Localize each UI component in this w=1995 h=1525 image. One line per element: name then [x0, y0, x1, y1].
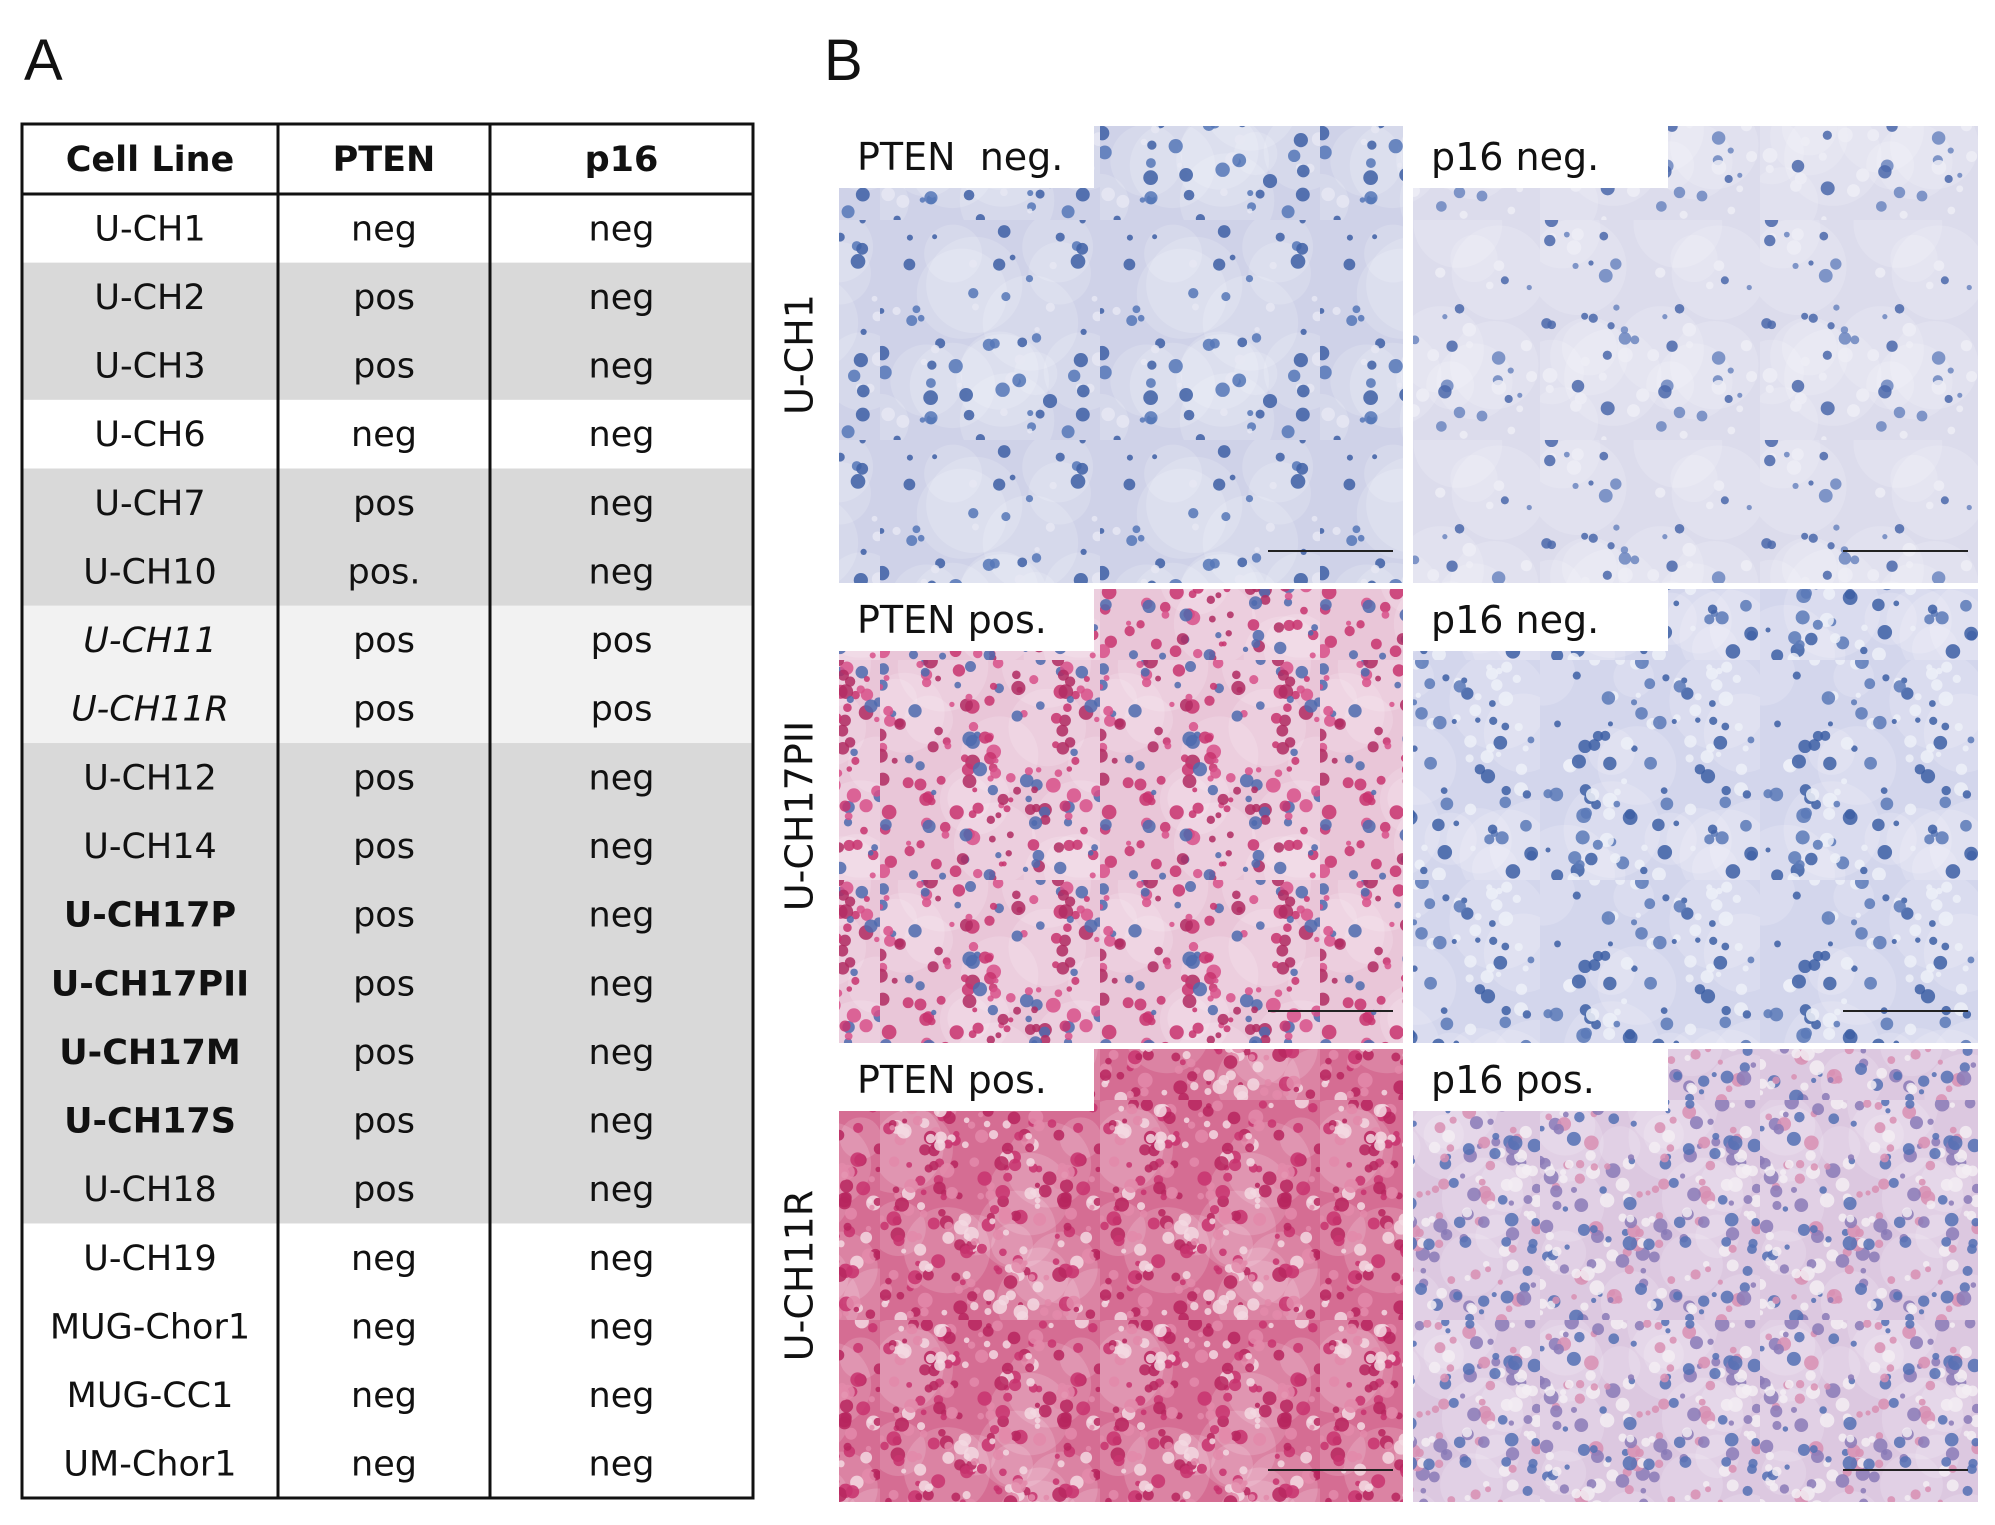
table-cell: neg — [589, 484, 655, 524]
image-grid: U-CH1 PTEN neg. p16 neg. U-CH17PII PTEN pos.… — [778, 126, 1978, 1502]
table-cell: neg — [589, 1170, 655, 1210]
table-cell: U-CH11 — [83, 621, 217, 661]
micrograph — [1413, 1049, 1978, 1502]
table-cell: pos — [353, 827, 415, 867]
table-cell: neg — [589, 1376, 655, 1416]
row-group — [22, 468, 753, 606]
image-caption: PTEN pos. — [857, 1058, 1047, 1102]
table-cell: U-CH14 — [83, 827, 217, 867]
table-cell: neg — [351, 1239, 417, 1279]
image-caption: p16 neg. — [1431, 598, 1599, 642]
table-cell: U-CH12 — [83, 758, 217, 798]
table-cell: U-CH17PII — [51, 964, 249, 1004]
row-group — [22, 605, 753, 744]
table-cell: pos — [353, 278, 415, 318]
table-cell: neg — [351, 1376, 417, 1416]
caption-box — [839, 1049, 1094, 1111]
micrograph — [839, 126, 1403, 583]
table-header: PTEN — [333, 140, 436, 180]
table-header: Cell Line — [66, 140, 235, 180]
table: U-CH1 neg neg U-CH2 pos neg U-CH3 pos neg U-CH6 ne… — [20, 122, 755, 1500]
table-cell: pos — [353, 758, 415, 798]
table-cell: neg — [589, 1102, 655, 1142]
caption-box — [1413, 1049, 1668, 1111]
table-cell: U-CH19 — [83, 1239, 217, 1279]
row-group — [22, 262, 753, 400]
table-cell: neg — [589, 415, 655, 455]
row-group — [22, 1223, 753, 1498]
table-cell: pos — [353, 1102, 415, 1142]
image-caption: PTEN neg. — [857, 135, 1063, 179]
table-cell: pos — [353, 347, 415, 387]
table-cell: pos — [591, 621, 653, 661]
row-group — [22, 399, 753, 469]
row-group — [22, 743, 753, 1224]
image-caption: p16 pos. — [1431, 1058, 1595, 1102]
table-cell: neg — [589, 552, 655, 592]
table-cell: pos — [353, 621, 415, 661]
caption-box — [839, 589, 1094, 651]
table-cell: MUG-Chor1 — [50, 1307, 250, 1347]
table-cell: pos — [353, 484, 415, 524]
table-cell: pos — [353, 1033, 415, 1073]
table-cell: neg — [589, 347, 655, 387]
table-cell: neg — [589, 1033, 655, 1073]
caption-box — [1413, 589, 1668, 651]
table-cell: neg — [589, 1239, 655, 1279]
table-cell: neg — [589, 209, 655, 249]
image-caption: p16 neg. — [1431, 135, 1599, 179]
table-cell: MUG-CC1 — [67, 1376, 234, 1416]
table-cell: pos — [353, 1170, 415, 1210]
table-cell: pos — [353, 690, 415, 730]
table-cell: U-CH18 — [83, 1170, 217, 1210]
table-cell: neg — [589, 896, 655, 936]
table-cell: neg — [351, 209, 417, 249]
table-cell: U-CH17P — [64, 896, 236, 936]
table-cell: neg — [351, 1445, 417, 1485]
micrograph — [839, 1049, 1403, 1502]
panel-label: A — [24, 28, 63, 93]
table-cell: pos — [353, 896, 415, 936]
image-caption: PTEN pos. — [857, 598, 1047, 642]
table-cell: U-CH2 — [94, 278, 205, 318]
row-label: U-CH17PII — [778, 721, 822, 911]
table-cell: U-CH17S — [64, 1102, 236, 1142]
table-cell: U-CH6 — [94, 415, 205, 455]
table-cell: neg — [589, 278, 655, 318]
row-group — [22, 194, 753, 263]
row-label: U-CH11R — [778, 1190, 822, 1361]
caption-box — [839, 126, 1094, 188]
table-cell: neg — [589, 964, 655, 1004]
table-cell: neg — [589, 827, 655, 867]
micrograph — [1413, 589, 1978, 1043]
micrograph — [839, 589, 1403, 1043]
table-border — [20, 122, 755, 1500]
table-cell: U-CH7 — [94, 484, 205, 524]
table-cell: U-CH17M — [59, 1033, 240, 1073]
caption-box — [1413, 126, 1668, 188]
row-label: U-CH1 — [778, 294, 822, 415]
table-cell: neg — [589, 1445, 655, 1485]
table-cell: U-CH1 — [94, 209, 205, 249]
panel-label: B — [824, 28, 863, 93]
table-cell: neg — [589, 758, 655, 798]
table-cell: pos — [353, 964, 415, 1004]
table-cell: U-CH3 — [94, 347, 205, 387]
table-cell: U-CH10 — [83, 552, 217, 592]
table-cell: neg — [351, 1307, 417, 1347]
micrograph — [1413, 126, 1978, 583]
table-cell: neg — [589, 1307, 655, 1347]
table-cell: pos. — [348, 552, 421, 592]
table-cell: UM-Chor1 — [63, 1445, 236, 1485]
table-header: p16 — [585, 140, 659, 180]
table-cell: U-CH11R — [71, 690, 229, 730]
table-cell: pos — [591, 690, 653, 730]
table-cell: neg — [351, 415, 417, 455]
